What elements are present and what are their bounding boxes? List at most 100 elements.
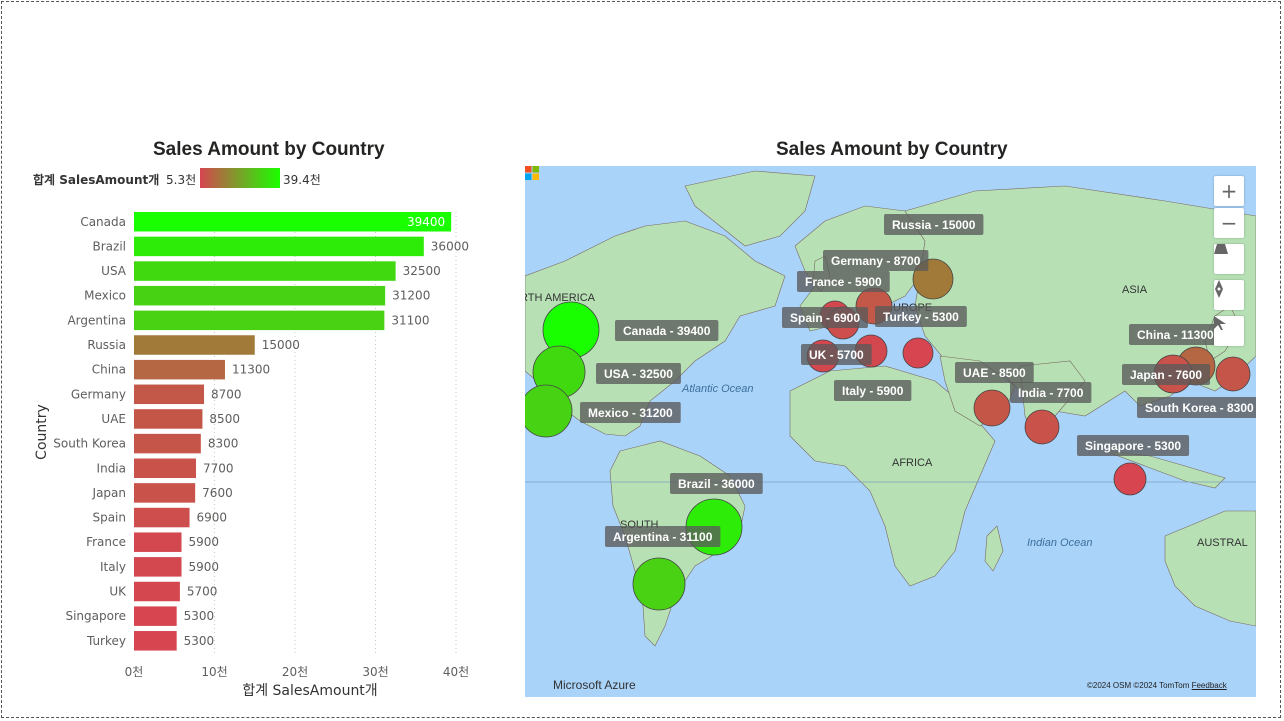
feedback-link[interactable]: Feedback xyxy=(1191,681,1227,690)
category-label: Japan xyxy=(92,486,126,500)
zoom-in-button[interactable]: + xyxy=(1214,176,1244,206)
category-label: South Korea xyxy=(53,437,126,451)
category-label: Argentina xyxy=(67,313,126,327)
data-label: 6900 xyxy=(197,511,228,525)
category-label: UK xyxy=(109,585,127,599)
map-bubble xyxy=(902,337,934,369)
bubble-label: Spain - 6900 xyxy=(782,307,869,328)
pitch-icon[interactable] xyxy=(1214,244,1244,274)
region-label: AFRICA xyxy=(892,457,933,469)
category-label: USA xyxy=(101,264,127,278)
svg-text:Germany - 8700: Germany - 8700 xyxy=(831,254,921,268)
bar[interactable] xyxy=(134,557,182,577)
bar[interactable] xyxy=(134,507,190,528)
color-legend-title: 합계 SalesAmount개 xyxy=(33,173,160,187)
bubble-label: Turkey - 5300 xyxy=(875,306,967,327)
map-brand: Microsoft Azure xyxy=(553,678,636,692)
attribution-text: ©2024 OSM ©2024 TomTom xyxy=(1087,681,1190,690)
svg-text:China - 11300: China - 11300 xyxy=(1137,328,1214,342)
bubble-label: Mexico - 31200 xyxy=(580,402,681,423)
bar[interactable] xyxy=(134,335,255,355)
map-bubble xyxy=(1024,409,1060,445)
category-label: Germany xyxy=(71,387,126,401)
bubble-map[interactable]: RTH AMERICAASIAUROPEAFRICASOUTHAUSTRALAt… xyxy=(525,166,1256,697)
svg-text:Turkey - 5300: Turkey - 5300 xyxy=(883,310,959,324)
map-bubble xyxy=(1113,462,1147,496)
bar-chart-title: Sales Amount by Country xyxy=(153,139,385,160)
selection-pointer-icon[interactable] xyxy=(1214,316,1244,346)
category-label: France xyxy=(86,535,126,549)
data-label: 5300 xyxy=(184,609,215,623)
data-label: 5900 xyxy=(188,535,219,549)
svg-text:Brazil - 36000: Brazil - 36000 xyxy=(678,477,755,491)
bar[interactable] xyxy=(134,532,182,552)
y-axis-title: Country xyxy=(34,404,50,460)
bar[interactable] xyxy=(134,310,385,331)
bubble-label: UAE - 8500 xyxy=(955,362,1034,383)
category-label: Spain xyxy=(92,511,126,525)
map-attribution: ©2024 OSM ©2024 TomTom Feedback xyxy=(1087,681,1227,690)
bar[interactable] xyxy=(134,409,203,429)
bar[interactable] xyxy=(134,433,201,454)
data-label: 7700 xyxy=(203,461,234,475)
color-legend-min: 5.3천 xyxy=(166,173,197,187)
bar[interactable] xyxy=(134,212,452,232)
bar[interactable] xyxy=(134,236,424,257)
bubble-label: France - 5900 xyxy=(797,271,890,292)
svg-text:Japan - 7600: Japan - 7600 xyxy=(1130,368,1202,382)
svg-text:Russia - 15000: Russia - 15000 xyxy=(892,218,976,232)
bubble-label: USA - 32500 xyxy=(596,363,681,384)
bubble-label: Singapore - 5300 xyxy=(1077,435,1190,456)
map-bubble xyxy=(632,557,686,611)
bar[interactable] xyxy=(134,483,196,503)
bar[interactable] xyxy=(134,581,180,602)
bar[interactable] xyxy=(134,359,225,380)
map-bubble xyxy=(973,389,1011,427)
data-label: 8300 xyxy=(208,437,239,451)
x-tick-label: 20천 xyxy=(282,664,308,679)
region-label: ASIA xyxy=(1122,284,1148,296)
data-label: 5700 xyxy=(187,585,218,599)
bubble-label: Brazil - 36000 xyxy=(670,473,763,494)
x-tick-label: 40천 xyxy=(443,664,469,679)
svg-text:Italy - 5900: Italy - 5900 xyxy=(842,384,904,398)
category-label: Mexico xyxy=(84,289,126,303)
compass-icon[interactable] xyxy=(1214,280,1244,310)
bar[interactable] xyxy=(134,261,396,281)
x-axis-title: 합계 SalesAmount개 xyxy=(242,683,377,699)
data-label: 8700 xyxy=(211,387,242,401)
x-tick-label: 0천 xyxy=(125,664,144,679)
bubble-label: Russia - 15000 xyxy=(884,214,984,235)
bar[interactable] xyxy=(134,631,177,651)
svg-text:Singapore - 5300: Singapore - 5300 xyxy=(1085,439,1181,453)
category-label: Brazil xyxy=(93,239,127,253)
svg-text:Canada - 39400: Canada - 39400 xyxy=(623,324,711,338)
category-label: Turkey xyxy=(86,634,126,648)
bar-chart[interactable]: 0천 10천 20천 30천 40천 Canada 39400 Brazil 36000 USA 3… xyxy=(0,0,500,721)
data-label: 7600 xyxy=(202,486,233,500)
category-label: UAE xyxy=(101,412,126,426)
category-label: China xyxy=(92,363,126,377)
map-bubble xyxy=(1215,356,1251,392)
category-label: Russia xyxy=(87,338,126,352)
bar[interactable] xyxy=(134,285,386,306)
bubble-label: India - 7700 xyxy=(1010,382,1092,403)
category-label: Canada xyxy=(80,215,126,229)
svg-text:South Korea - 8300: South Korea - 8300 xyxy=(1145,401,1254,415)
bar[interactable] xyxy=(134,384,205,405)
region-label: AUSTRAL xyxy=(1197,537,1248,549)
bar[interactable] xyxy=(134,458,196,479)
svg-text:Spain - 6900: Spain - 6900 xyxy=(790,311,860,325)
data-label: 5300 xyxy=(184,634,215,648)
x-tick-label: 30천 xyxy=(362,664,388,679)
data-label: 31200 xyxy=(392,289,430,303)
data-label: 32500 xyxy=(403,264,441,278)
bubble-label: Germany - 8700 xyxy=(823,250,929,271)
data-label: 5900 xyxy=(188,560,219,574)
zoom-out-button[interactable]: − xyxy=(1214,208,1244,238)
bubble-label: China - 11300 xyxy=(1129,324,1222,345)
region-label: RTH AMERICA xyxy=(525,292,596,304)
bubble-label: Italy - 5900 xyxy=(834,380,912,401)
bar[interactable] xyxy=(134,606,177,626)
bubble-label: Argentina - 31100 xyxy=(605,526,721,547)
